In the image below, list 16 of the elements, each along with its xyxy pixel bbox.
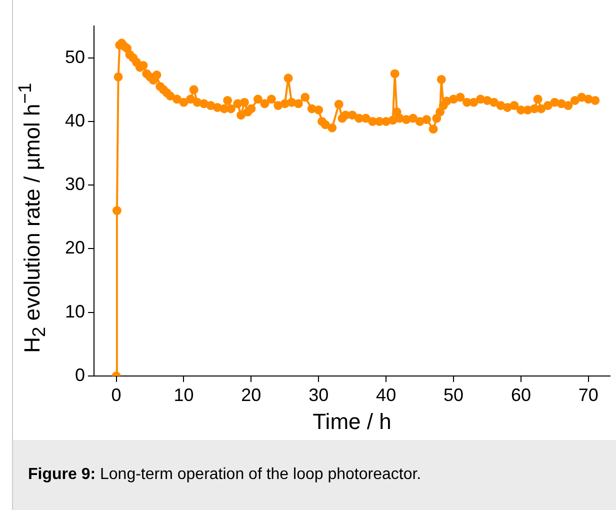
- x-tick-label: 30: [308, 384, 329, 405]
- y-tick-label: 30: [64, 174, 86, 194]
- x-tick-label: 60: [510, 384, 531, 405]
- y-tick-label: 40: [64, 110, 86, 130]
- y-tick-label: 50: [64, 46, 86, 67]
- x-axis-title: Time / h: [312, 408, 392, 434]
- x-tick-label: 70: [578, 384, 598, 405]
- caption: Figure 9: Long-term operation of the loop photoreactor.: [28, 466, 422, 484]
- y-tick-label: 0: [75, 364, 86, 385]
- x-tick-label: 20: [241, 384, 262, 405]
- y-tick-label: 20: [64, 238, 86, 258]
- x-tick-label: 50: [444, 384, 464, 405]
- x-tick-label: 10: [174, 384, 194, 405]
- x-tick-label: 0: [111, 384, 122, 405]
- y-tick-label: 10: [64, 301, 86, 322]
- x-tick-label: 40: [376, 384, 396, 405]
